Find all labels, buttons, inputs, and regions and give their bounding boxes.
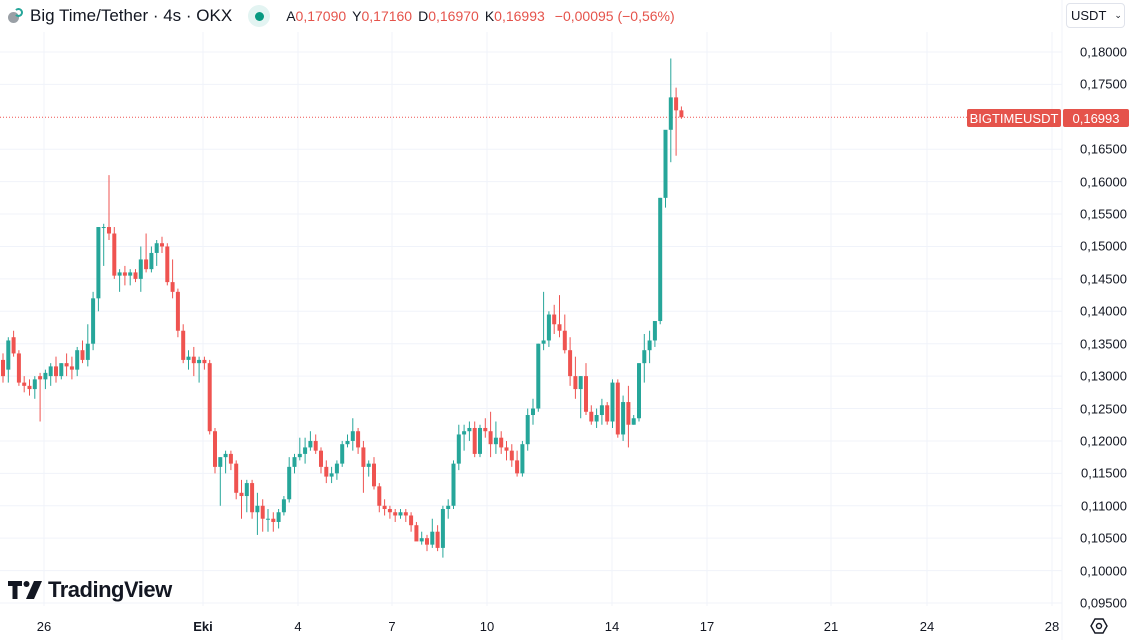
price-tick-label: 0,11500 <box>1080 465 1127 481</box>
price-tick-label: 0,16000 <box>1080 174 1127 190</box>
price-tick-label: 0,16500 <box>1080 141 1127 157</box>
time-tick-label: 7 <box>388 619 396 634</box>
ohlc-key-high: Y <box>352 8 362 24</box>
market-status-icon[interactable] <box>248 5 271 27</box>
chart-grid <box>0 32 1062 606</box>
time-tick-label: 24 <box>919 619 935 634</box>
price-tick-label: 0,10500 <box>1080 530 1127 546</box>
time-tick-label: 26 <box>36 619 52 634</box>
price-tick-label: 0,13500 <box>1080 336 1127 352</box>
price-tick-label: 0,17500 <box>1080 76 1127 92</box>
time-tick-label: 21 <box>823 619 839 634</box>
ohlc-high: 0,17160 <box>361 8 413 24</box>
candles <box>1 58 684 558</box>
chart-header: Big Time/Tether · 4s · OKX A0,17090 Y0,1… <box>0 0 1060 32</box>
price-tick-label: 0,13000 <box>1080 368 1127 384</box>
price-tick-label: 0,12000 <box>1080 433 1127 449</box>
tradingview-logo[interactable]: TradingView <box>8 577 172 603</box>
logo-text: TradingView <box>48 577 172 602</box>
price-tick-label: 0,15500 <box>1080 206 1127 222</box>
ohlc-key-open: A <box>286 8 296 24</box>
tradingview-logo-icon <box>8 581 42 599</box>
time-tick-label: 28 <box>1044 619 1060 634</box>
symbol-price-tag: BIGTIMEUSDT <box>967 109 1061 127</box>
symbol-icon <box>8 8 24 24</box>
ohlc-close: 0,16993 <box>494 8 545 24</box>
time-tick-label: 17 <box>699 619 715 634</box>
last-price-tag: 0,16993 <box>1063 109 1129 127</box>
price-tick-label: 0,11000 <box>1080 498 1127 514</box>
price-tick-label: 0,09500 <box>1080 595 1127 611</box>
ohlc-key-low: D <box>418 8 429 24</box>
ohlc-values: A0,17090 Y0,17160 D0,16970 K0,16993 −0,0… <box>286 8 674 24</box>
price-tick-label: 0,18000 <box>1080 44 1127 60</box>
time-tick-label: Eki <box>193 619 213 634</box>
price-tick-label: 0,14000 <box>1080 303 1127 319</box>
symbol-title[interactable]: Big Time/Tether · 4s · OKX <box>30 6 233 25</box>
price-tick-label: 0,12500 <box>1080 401 1127 417</box>
time-tick-label: 4 <box>294 619 302 634</box>
price-tick-label: 0,15000 <box>1080 238 1127 254</box>
price-tick-label: 0,14500 <box>1080 271 1127 287</box>
settings-icon[interactable] <box>1090 617 1108 635</box>
time-tick-label: 14 <box>604 619 620 634</box>
price-tick-label: 0,10000 <box>1080 563 1127 579</box>
price-change: −0,00095 (−0,56%) <box>554 8 675 24</box>
ohlc-key-close: K <box>484 8 495 24</box>
time-tick-label: 10 <box>479 619 495 634</box>
chevron-down-icon: ⌄ <box>1114 10 1122 20</box>
currency-select[interactable]: USDT ⌄ <box>1066 3 1125 28</box>
ohlc-low: 0,16970 <box>428 8 479 24</box>
currency-value: USDT <box>1071 8 1107 23</box>
ohlc-open: 0,17090 <box>295 8 347 24</box>
